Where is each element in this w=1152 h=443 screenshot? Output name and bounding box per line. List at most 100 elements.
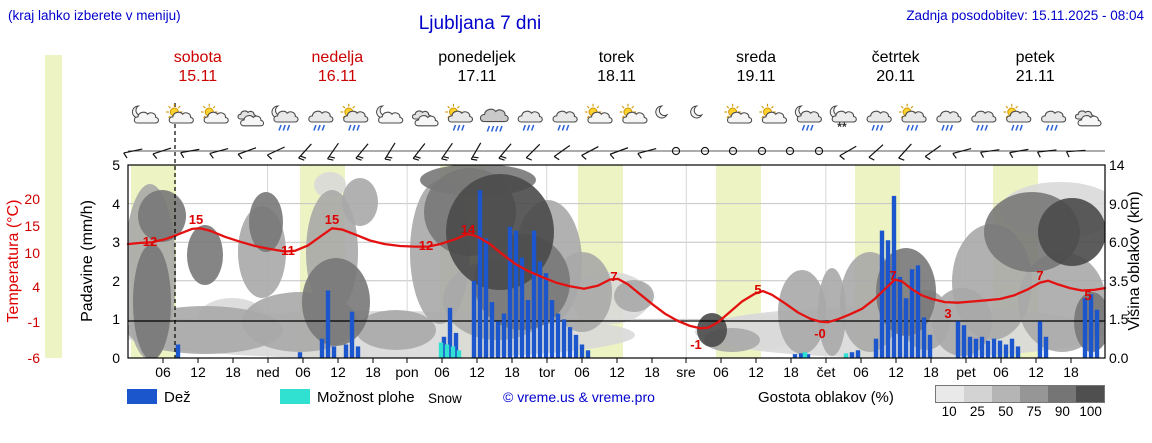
rain-bar	[441, 336, 447, 358]
weather-icon-moon-snow: **	[829, 105, 857, 134]
svg-text:**: **	[837, 120, 847, 134]
rain-bar	[319, 338, 325, 358]
cloud-tick-9.0: 9.0	[1109, 195, 1129, 212]
wind-barb-icon	[209, 147, 229, 159]
wind-barb-icon	[355, 143, 369, 161]
temp-tick--1: -1	[27, 314, 40, 330]
rain-bar	[1088, 294, 1094, 358]
x-tick-label-18: 18	[504, 364, 520, 380]
precip-tick-2: 2	[112, 272, 120, 289]
wind-barb-icon	[1037, 149, 1057, 158]
temp-value-label: 5	[1084, 288, 1092, 303]
temp-value-label: 7	[610, 269, 618, 284]
weather-icon-cloud	[411, 110, 439, 127]
rain-bar	[897, 276, 903, 358]
rain-bar	[792, 354, 798, 358]
wind-barb-icon	[839, 145, 857, 160]
rain-bar	[585, 350, 591, 358]
calm-circle-icon	[814, 146, 824, 156]
cloud-density-ticks: 10 25 50 75 90 100	[935, 404, 1105, 419]
temp-value-label: 5	[754, 282, 762, 297]
rain-bar	[891, 195, 897, 358]
wind-barb-icon	[525, 143, 541, 161]
shower-bar	[438, 342, 444, 358]
x-tick-label-18: 18	[783, 364, 799, 380]
wind-barb-icon	[266, 146, 285, 160]
rain-bar	[1043, 336, 1049, 358]
weather-icon-sun-rain	[340, 103, 369, 131]
rain-bar	[175, 344, 181, 358]
rain-bar	[477, 190, 483, 358]
wind-barb-icon	[327, 142, 339, 161]
temp-value-label: -0	[814, 326, 826, 341]
rain-bar	[915, 265, 921, 358]
weather-icon-rain	[866, 110, 892, 131]
shower-legend-swatch	[280, 389, 310, 404]
x-tick-label-12: 12	[190, 364, 206, 380]
weather-icon-sun-cloud	[584, 103, 613, 124]
day-header-sobota: sobota 15.11	[128, 48, 268, 86]
rain-bar	[885, 240, 891, 358]
rain-bar	[519, 257, 525, 358]
x-tick-label-ned: ned	[256, 364, 280, 380]
day-date: 19.11	[736, 68, 776, 85]
precip-tick-5: 5	[112, 157, 120, 173]
day-name: torek	[598, 49, 635, 66]
shower-bar	[456, 350, 462, 358]
temp-value-label: 15	[188, 212, 204, 227]
cloud-cover-layer	[128, 165, 1105, 358]
wind-barb-icon	[924, 145, 942, 161]
last-update-text: Zadnja posodobitev: 15.11.2025 - 08:04	[906, 8, 1144, 23]
temp-tick-10: 10	[24, 245, 40, 261]
rain-bar	[855, 350, 861, 358]
shower-bar	[444, 344, 450, 358]
weather-icon-sun-rain	[898, 103, 927, 131]
cloud-tick-3.5: 3.5	[1109, 272, 1129, 289]
weather-icon-rain	[971, 110, 997, 131]
wind-barb-icon	[1009, 148, 1029, 159]
weather-icon-sun-cloud	[201, 103, 229, 124]
rain-bar	[798, 353, 804, 358]
calm-circle-icon	[785, 146, 795, 156]
rain-bar	[471, 280, 477, 358]
x-tick-label-06: 06	[713, 364, 729, 380]
density-swatch	[992, 386, 1020, 402]
x-tick-label-06: 06	[993, 364, 1009, 380]
rain-bar	[873, 338, 879, 358]
x-tick-label-06: 06	[853, 364, 869, 380]
x-tick-label-12: 12	[748, 364, 764, 380]
temp-value-label: 12	[142, 234, 158, 249]
weather-icon-moon-rain	[794, 105, 822, 131]
rain-bar	[909, 269, 915, 358]
rain-bar	[927, 334, 933, 358]
temp-tick-15: 15	[24, 218, 40, 234]
precip-tick-3: 3	[112, 234, 120, 251]
rain-bar	[355, 346, 361, 358]
day-date: 20.11	[876, 68, 916, 85]
x-tick-label-pet: pet	[956, 364, 976, 380]
copyright-link[interactable]: © vreme.us & vreme.pro	[503, 389, 655, 405]
x-tick-label-12: 12	[330, 364, 346, 380]
rain-bar	[849, 352, 855, 358]
wind-barb-icon	[498, 143, 512, 161]
rain-bar	[513, 230, 519, 358]
rain-bar	[991, 338, 997, 358]
rain-bar	[447, 307, 453, 358]
rain-bar	[973, 338, 979, 358]
legend: Dež Možnost plohe Snow © vreme.us & vrem…	[0, 383, 1152, 423]
rain-bar	[961, 325, 967, 358]
rain-bar	[507, 226, 513, 358]
cloud-density-label: Gostota oblakov (%)	[758, 389, 894, 406]
x-tick-label-18: 18	[1063, 364, 1079, 380]
rain-bar	[501, 313, 507, 358]
day-date: 21.11	[1015, 68, 1055, 85]
rain-bar	[483, 238, 489, 358]
wind-barb-icon	[412, 143, 426, 161]
x-tick-label-18: 18	[923, 364, 939, 380]
x-tick-label-18: 18	[644, 364, 660, 380]
temp-tick-20: 20	[24, 191, 40, 207]
precip-tick-0: 0	[112, 350, 120, 366]
weather-icon-rain	[308, 110, 334, 131]
